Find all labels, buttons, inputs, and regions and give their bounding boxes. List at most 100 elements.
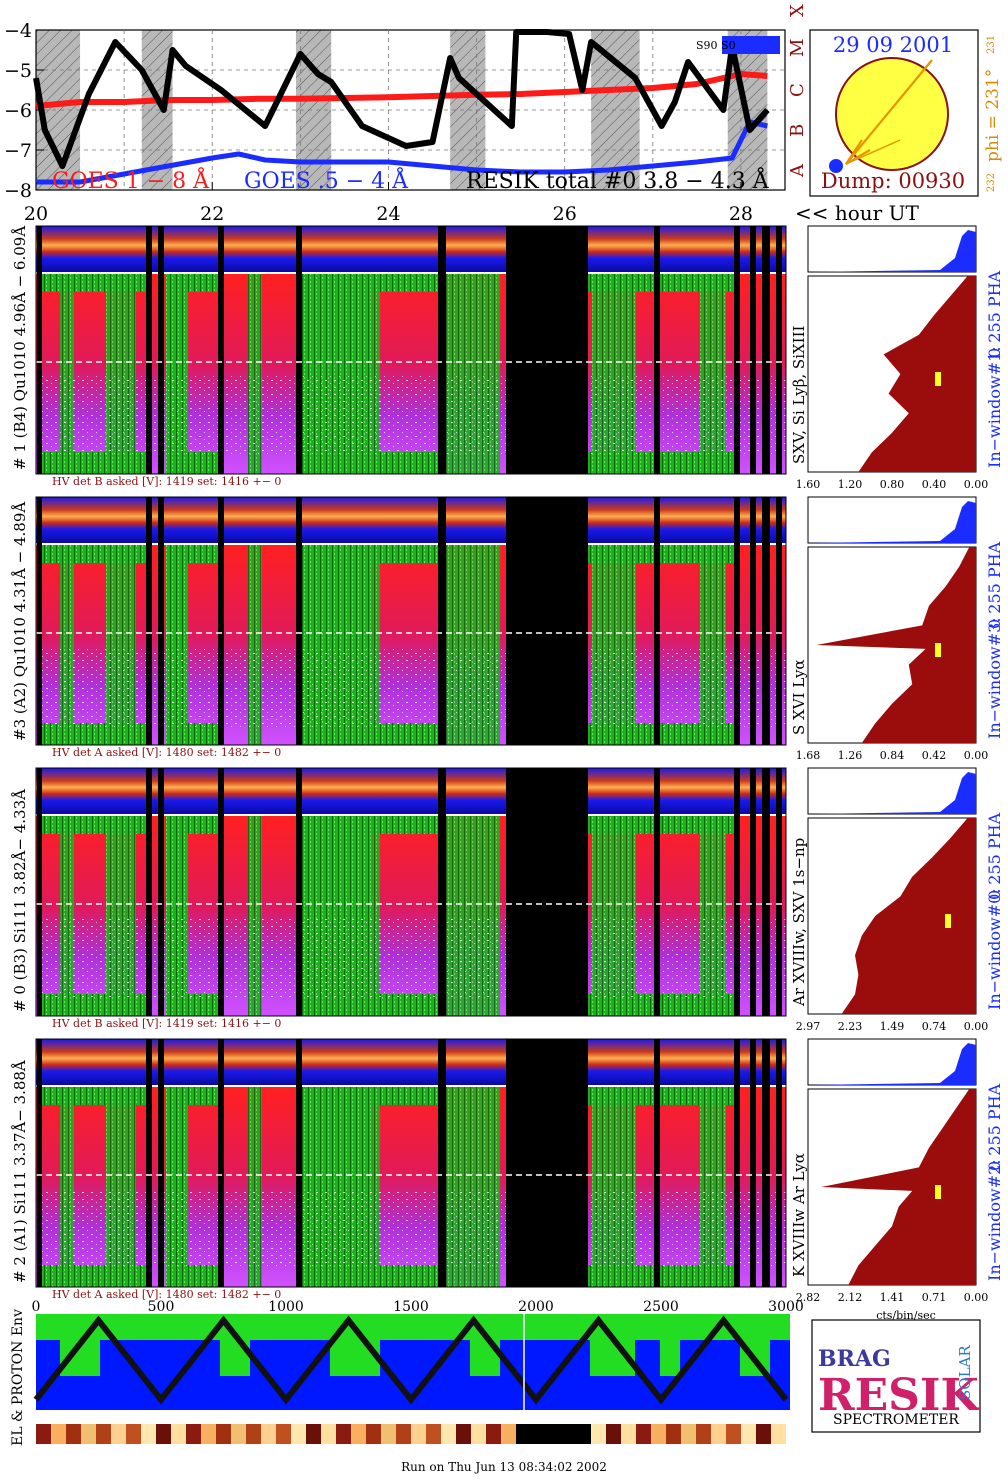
channel-label: # 0 (B3) Si111 3.82Å− 4.33Å <box>11 789 29 1012</box>
data-gap <box>37 1039 42 1287</box>
data-gap <box>158 497 164 745</box>
in-window-label: In−window#0: <box>985 888 1004 1010</box>
channel-label: # 2 (A1) Si111 3.37Å− 3.88Å <box>11 1060 29 1283</box>
data-gap <box>750 768 756 1016</box>
env-strip-cell <box>606 1424 621 1444</box>
env-strip-cell <box>51 1424 66 1444</box>
env-strip-cell <box>531 1424 546 1444</box>
date-text: 29 09 2001 <box>833 33 953 57</box>
data-gap <box>438 226 446 474</box>
s90-marker <box>722 36 780 54</box>
hv-status-text: HV det B asked [V]: 1419 set: 1416 +− 0 <box>52 1017 281 1030</box>
env-strip-cell <box>201 1424 216 1444</box>
env-strip-cell <box>756 1424 771 1444</box>
env-strip-cell <box>231 1424 246 1444</box>
env-strip-cell <box>306 1424 321 1444</box>
data-gap <box>512 768 588 1016</box>
window-marker <box>935 1185 941 1199</box>
spectrogram-green-band <box>166 816 218 834</box>
env-strip-cell <box>81 1424 96 1444</box>
data-gap <box>146 1039 152 1287</box>
env-color-strip <box>36 1424 786 1444</box>
data-gap <box>506 497 512 745</box>
env-strip-cell <box>351 1424 366 1444</box>
data-gap <box>762 1039 770 1287</box>
pha-histogram <box>808 230 976 272</box>
dump-axis: 0 500 1000 1500 2000 2500 3000 <box>32 1299 804 1315</box>
in-window-label: In−window#2: <box>985 1159 1004 1281</box>
data-gap <box>296 768 302 1016</box>
env-strip-cell <box>771 1424 786 1444</box>
env-strip-cell <box>696 1424 711 1444</box>
spectrogram-green-band <box>166 545 218 563</box>
env-strip-cell <box>291 1424 306 1444</box>
resik-line <box>33 29 770 169</box>
histogram-tick-label: 2.82 <box>796 1291 821 1304</box>
env-strip-cell <box>321 1424 336 1444</box>
data-gap <box>776 768 782 1016</box>
env-strip-cell <box>126 1424 141 1444</box>
data-gap <box>158 1039 164 1287</box>
orientation-arrow <box>845 59 933 165</box>
data-gap <box>776 1039 782 1287</box>
channel-panel: HV det B asked [V]: 1419 set: 1416 +− 0 #… <box>11 225 1004 491</box>
spectrogram-green-band <box>166 274 218 292</box>
logo-brag: BRAG <box>818 1346 891 1372</box>
data-gap <box>158 226 164 474</box>
data-gap <box>750 497 756 745</box>
data-gap <box>512 1039 588 1287</box>
histogram-tick-label: 2.97 <box>796 1020 821 1033</box>
data-gap <box>762 768 770 1016</box>
env-green-band <box>330 1340 380 1376</box>
env-strip-cell <box>681 1424 696 1444</box>
y-tick-label: −4 <box>4 20 32 42</box>
data-gap <box>218 1039 224 1287</box>
sun-panel-frame <box>809 29 979 197</box>
env-strip-cell <box>621 1424 636 1444</box>
data-gap <box>654 497 660 745</box>
channel-frame <box>35 225 787 475</box>
dump-tick-label: 500 <box>148 1299 175 1315</box>
window-marker <box>935 643 941 657</box>
env-strip-cell <box>486 1424 501 1444</box>
phi-bottom-text: 232 <box>986 173 997 192</box>
env-strip-cell <box>516 1424 531 1444</box>
histogram-tick-label: 0.80 <box>880 478 905 491</box>
channel-label: #3 (A2) Qu1010 4.31Å − 4.89Å <box>11 502 29 741</box>
env-strip-cell <box>66 1424 81 1444</box>
spacecraft-dot <box>829 159 843 173</box>
light-curve-chart: −4 −5 −6 −7 −8 20 22 24 26 28 GOES 1 − 8 Å GOES … <box>4 4 919 225</box>
data-gap <box>438 1039 446 1287</box>
data-gap <box>734 226 740 474</box>
flare-class-label: M <box>787 39 808 57</box>
data-gap <box>146 768 152 1016</box>
env-strip-cell <box>396 1424 411 1444</box>
env-strip-cell <box>261 1424 276 1444</box>
flare-class-label: C <box>787 83 808 97</box>
env-strip-cell <box>156 1424 171 1444</box>
spectral-lines-label: K XVIIIw Ar Lyα <box>790 1153 808 1277</box>
data-gap <box>654 226 660 474</box>
s90-label: S90 S0 <box>696 39 736 52</box>
sun-orientation-panel: 29 09 2001 Dump: 00930 phi = 231° 231 23… <box>809 29 1003 197</box>
logo-spectrometer: SPECTROMETER <box>833 1412 959 1428</box>
env-strip-cell <box>141 1424 156 1444</box>
env-green-band <box>36 1314 790 1340</box>
spectral-lines-label: S XVI Lyα <box>790 659 808 735</box>
x-tick-label: 22 <box>200 203 224 225</box>
goes-low-legend: GOES 1 − 8 Å <box>52 166 210 194</box>
goes-high-legend: GOES .5 − 4 Å <box>244 166 409 194</box>
y-tick-label: −6 <box>4 100 32 122</box>
pha-label: 0 255 PHA <box>985 812 1004 900</box>
goes-high-line <box>36 119 768 185</box>
env-strip-cell <box>741 1424 756 1444</box>
spectrum-histogram <box>858 276 976 472</box>
dump-tick-label: 1500 <box>393 1299 429 1315</box>
data-gap <box>512 226 588 474</box>
data-gap <box>654 768 660 1016</box>
dump-tick-label: 1000 <box>268 1299 304 1315</box>
spectrum-histogram <box>821 1089 976 1285</box>
spectrogram-green-band <box>166 1087 218 1105</box>
data-gap <box>296 226 302 474</box>
pha-label: 0 255 PHA <box>985 541 1004 629</box>
